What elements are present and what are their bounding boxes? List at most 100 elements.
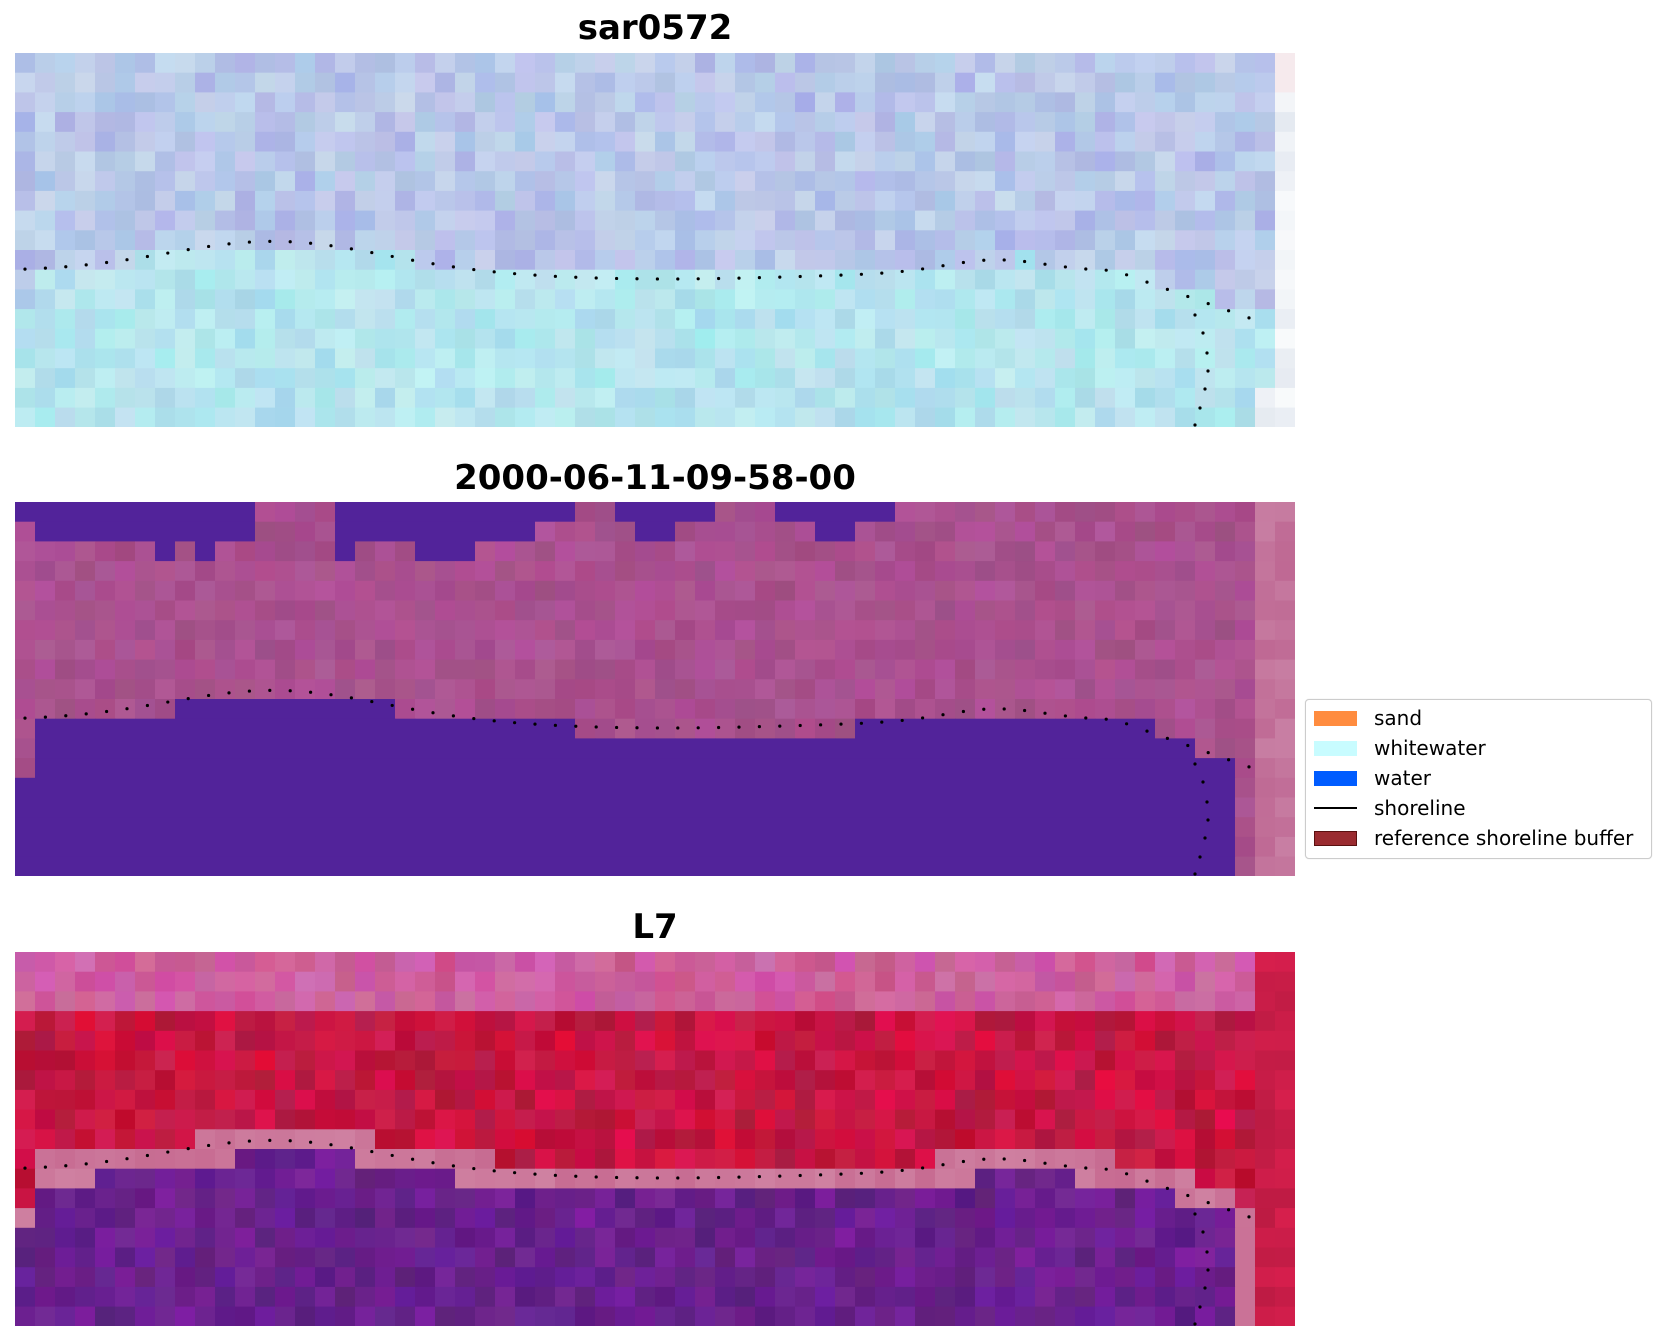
panel-title-date: 2000-06-11-09-58-00 xyxy=(454,458,856,498)
shoreline-dot xyxy=(227,242,231,246)
shoreline-dot xyxy=(207,244,211,249)
shoreline-dot xyxy=(839,273,843,277)
shoreline-dot xyxy=(309,241,313,245)
shoreline-dot xyxy=(64,714,68,718)
shoreline-dot xyxy=(1205,1250,1209,1254)
shoreline-dot xyxy=(145,254,149,259)
shoreline-dot xyxy=(166,1150,170,1154)
shoreline-dot xyxy=(1145,1179,1149,1183)
shoreline-dot xyxy=(1206,369,1210,373)
shoreline-dot xyxy=(1198,406,1202,410)
shoreline-dot xyxy=(1201,1230,1205,1234)
shoreline-dot xyxy=(737,725,741,729)
shoreline-dot xyxy=(655,1176,660,1180)
legend-label-sand: sand xyxy=(1374,706,1423,730)
shoreline-dot xyxy=(798,723,802,728)
shoreline-dot xyxy=(900,269,904,274)
panel-title-sar: sar0572 xyxy=(577,8,733,48)
shoreline-dot xyxy=(839,1172,843,1176)
shoreline-dot xyxy=(696,1176,700,1180)
shoreline-dot xyxy=(43,266,47,270)
shoreline-dot xyxy=(1104,268,1108,272)
shoreline-dot xyxy=(513,721,517,725)
shoreline-dot xyxy=(227,1141,231,1145)
shoreline-dot xyxy=(574,1174,578,1178)
shoreline-dot xyxy=(186,1147,190,1151)
shoreline-dot xyxy=(594,1175,598,1179)
shoreline-dot xyxy=(1084,1166,1088,1170)
shoreline-dot xyxy=(1198,855,1202,859)
shoreline-dot xyxy=(533,722,537,726)
shoreline-dot xyxy=(1043,711,1047,715)
shoreline-dot xyxy=(798,1173,802,1178)
legend-item-shoreline: shoreline xyxy=(1314,795,1466,821)
shoreline-dot xyxy=(1002,1157,1006,1161)
panel-title-l7: L7 xyxy=(632,907,678,947)
shoreline-dot xyxy=(717,1175,721,1180)
shoreline-dot xyxy=(982,707,986,711)
shoreline-dot xyxy=(594,276,598,280)
shoreline-dot xyxy=(1247,316,1251,320)
shoreline-dot xyxy=(84,263,88,267)
shoreline-dot xyxy=(1206,751,1210,755)
shoreline-dot xyxy=(1193,423,1197,427)
legend-label-shoreline: shoreline xyxy=(1374,796,1466,820)
shoreline-dot xyxy=(349,696,353,700)
shoreline-dot xyxy=(309,1140,313,1144)
legend: sand whitewater water shoreline referenc… xyxy=(1305,699,1652,859)
shoreline-dot xyxy=(186,697,190,701)
shoreline-dot xyxy=(778,1174,782,1178)
shoreline-dot xyxy=(513,272,517,276)
shoreline-dot xyxy=(615,1175,619,1180)
sar-image xyxy=(15,53,1295,427)
shoreline-dot xyxy=(1247,765,1251,769)
shoreline-dot xyxy=(615,725,619,730)
shoreline-dot xyxy=(43,1165,47,1169)
shoreline-dot xyxy=(451,1164,455,1168)
shoreline-dot xyxy=(1002,707,1006,711)
shoreline-dot xyxy=(941,713,945,717)
shoreline-dot xyxy=(737,276,741,280)
shoreline-dot xyxy=(247,1139,251,1143)
shoreline-dot xyxy=(105,709,109,714)
shoreline-dot xyxy=(880,271,884,275)
shoreline-dot xyxy=(717,725,721,730)
shoreline-dot xyxy=(961,1159,966,1164)
shoreline-dot xyxy=(125,1157,129,1161)
shoreline-dot xyxy=(390,703,394,708)
shoreline-dot xyxy=(390,1153,394,1158)
shoreline-dot xyxy=(778,724,782,728)
shoreline-dot xyxy=(207,1143,211,1148)
shoreline-dot xyxy=(921,716,925,720)
shoreline-dot xyxy=(533,273,537,277)
shoreline-dot xyxy=(472,1166,476,1171)
shoreline-line-swatch xyxy=(1314,807,1357,809)
shoreline-dot xyxy=(1104,1167,1108,1171)
shoreline-dot xyxy=(105,1159,109,1164)
shoreline-dot xyxy=(1227,758,1231,762)
shoreline-dot xyxy=(1043,1161,1047,1165)
shoreline-dot xyxy=(64,265,68,269)
shoreline-dot xyxy=(411,258,415,262)
legend-label-reference-buffer: reference shoreline buffer xyxy=(1374,826,1634,850)
shoreline-dot xyxy=(1186,1193,1190,1198)
shoreline-dot xyxy=(288,1139,292,1143)
shoreline-dot xyxy=(329,1143,333,1147)
shoreline-dot xyxy=(757,1175,762,1179)
shoreline-dot xyxy=(1063,1164,1067,1168)
shoreline-dot xyxy=(1023,259,1027,264)
shoreline-dot xyxy=(1104,717,1108,721)
shoreline-dot xyxy=(309,690,313,694)
shoreline-dot xyxy=(268,239,272,243)
shoreline-dot xyxy=(941,1163,945,1167)
shoreline-dot xyxy=(492,719,496,723)
shoreline-dot xyxy=(1205,800,1209,804)
shoreline-dot xyxy=(370,699,374,704)
shoreline-dot xyxy=(1201,780,1205,784)
shoreline-dot xyxy=(1205,351,1209,355)
shoreline-dot xyxy=(492,1169,496,1173)
shoreline-dot xyxy=(982,258,986,262)
shoreline-dot xyxy=(166,251,170,255)
shoreline-dot xyxy=(411,1157,415,1161)
shoreline-dot xyxy=(513,1171,517,1175)
